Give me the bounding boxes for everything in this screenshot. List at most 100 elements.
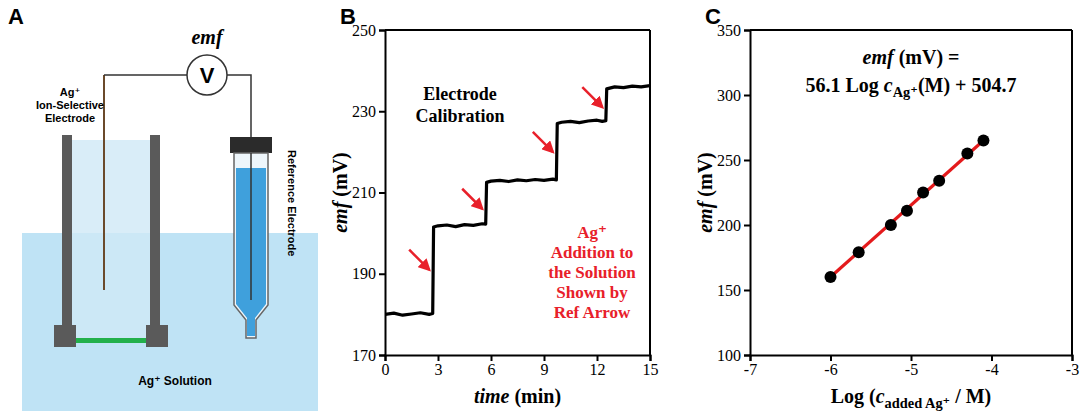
- tick-mark: [744, 95, 750, 97]
- tick-label: 100: [717, 347, 741, 364]
- text-part: (mV) =: [894, 46, 960, 69]
- y-axis: 100 150 200 250 300 350: [717, 22, 751, 364]
- wire: [104, 75, 251, 137]
- tick: 230: [352, 103, 385, 120]
- tick-label: 170: [352, 347, 376, 364]
- meter-label: emf: [191, 26, 224, 49]
- tick: 250: [717, 152, 750, 169]
- tick: -5: [905, 355, 918, 378]
- tick-label: -3: [1066, 361, 1079, 378]
- tick: 9: [541, 355, 549, 378]
- text-part: / M): [950, 385, 991, 408]
- tick: 190: [352, 265, 385, 282]
- tick-mark: [744, 30, 750, 32]
- plot-area: [385, 86, 650, 316]
- ise-label-line: Ag⁺: [60, 86, 81, 98]
- x-axis: 0 3 6 9 12 15: [382, 355, 659, 378]
- ref-label: Reference Electrode: [286, 150, 298, 256]
- tick-label: 6: [488, 361, 496, 378]
- text-part: Log (: [831, 385, 876, 408]
- tick-mark: [1072, 355, 1074, 361]
- tick: 350: [717, 22, 750, 39]
- ref-body: [234, 153, 268, 338]
- equation-line: 56.1 Log cAg⁺(M) + 504.7: [805, 74, 1016, 100]
- tick-label: 150: [717, 282, 741, 299]
- plot-area: [825, 135, 990, 284]
- ise-label-line: Electrode: [45, 112, 95, 124]
- annotation: ElectrodeCalibration: [415, 84, 504, 126]
- tick: -4: [985, 355, 998, 378]
- text-part: added Ag⁺: [885, 395, 951, 411]
- ise-membrane: [76, 338, 146, 343]
- panel-b: 03691215170190210230250time (min)emf (mV…: [329, 4, 659, 408]
- tick-mark: [830, 355, 832, 361]
- tick-label: 9: [541, 361, 549, 378]
- text-part: emf: [329, 199, 352, 232]
- meter-symbol: V: [200, 63, 215, 88]
- ise-label: Ag⁺Ion-SelectiveElectrode: [36, 86, 104, 124]
- tick-label: 190: [352, 265, 376, 282]
- annotation-line: Shown by: [556, 283, 628, 302]
- data-point: [825, 271, 837, 283]
- ise-cap: [146, 325, 168, 347]
- tick-mark: [379, 192, 385, 194]
- data-point: [901, 205, 913, 217]
- annotation-line: Calibration: [415, 106, 504, 126]
- tick-mark: [991, 355, 993, 361]
- tick-label: -5: [905, 361, 918, 378]
- text-part: (mV): [329, 152, 352, 201]
- tick-mark: [597, 355, 599, 361]
- text-part: c: [884, 74, 893, 96]
- frame-top: [385, 29, 650, 31]
- tick-mark: [650, 355, 652, 361]
- x-axis: -7 -6 -5 -4 -3: [744, 355, 1079, 378]
- tick-label: 210: [352, 184, 376, 201]
- tick: 150: [717, 282, 750, 299]
- tick: 0: [382, 355, 390, 378]
- tick-label: 300: [717, 87, 741, 104]
- frame-right: [1071, 30, 1073, 355]
- tick-label: 0: [382, 361, 390, 378]
- tick-mark: [744, 355, 750, 357]
- tick-mark: [379, 111, 385, 113]
- tick: 300: [717, 87, 750, 104]
- tick: 170: [352, 347, 385, 364]
- tick-label: -6: [824, 361, 837, 378]
- text-part: c: [876, 385, 885, 407]
- frame-top: [750, 29, 1072, 31]
- tick-mark: [744, 160, 750, 162]
- data-point: [917, 187, 929, 199]
- tick: 3: [435, 355, 443, 378]
- data-point: [885, 219, 897, 231]
- tick-mark: [744, 290, 750, 292]
- tick-label: -7: [744, 361, 757, 378]
- text-part: 56.1 Log: [805, 74, 883, 97]
- data-point: [961, 148, 973, 160]
- text-part: (min): [509, 385, 561, 408]
- axis-line: [751, 356, 1073, 362]
- data-line: [385, 86, 650, 316]
- y-axis: 170190210230250: [352, 22, 386, 364]
- axis-line: [379, 31, 386, 356]
- annotation: Ag⁺Addition tothe SolutionShown byRef Ar…: [548, 223, 636, 322]
- tick: -3: [1066, 355, 1079, 378]
- x-axis-title: Log (cadded Ag⁺ / M): [831, 385, 992, 411]
- tick-mark: [491, 355, 493, 361]
- tick-label: 12: [590, 361, 606, 378]
- text-part: time: [474, 385, 510, 407]
- tick: 6: [488, 355, 496, 378]
- arrow: [409, 250, 429, 270]
- figure: AVemfAg⁺Ion-SelectiveElectrodeReference …: [0, 0, 1087, 419]
- tick-label: 15: [643, 361, 659, 378]
- tick-mark: [438, 355, 440, 361]
- tick-mark: [911, 355, 913, 361]
- equation-line: emf (mV) =: [863, 46, 960, 69]
- solution-label: Ag⁺ Solution: [138, 374, 212, 388]
- annotation-line: Ref Arrow: [554, 303, 631, 322]
- data-point: [933, 175, 945, 187]
- tick-mark: [379, 355, 385, 357]
- arrow: [533, 132, 553, 152]
- x-axis-title: time (min): [474, 385, 561, 408]
- tick-mark: [544, 355, 546, 361]
- tick: 200: [717, 217, 750, 234]
